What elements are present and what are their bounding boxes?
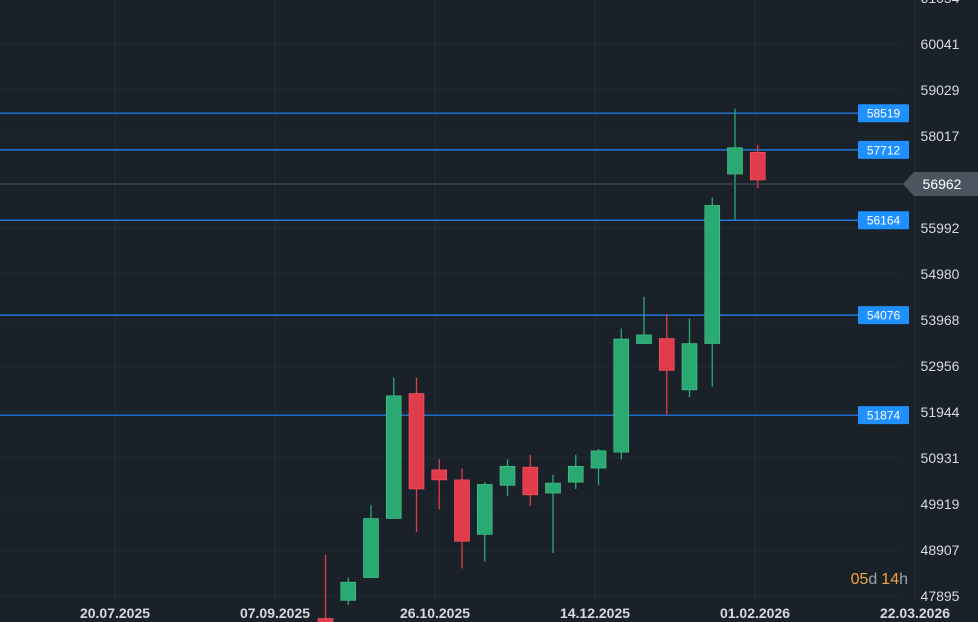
candle-up [704, 197, 721, 387]
candle-up [385, 377, 402, 519]
horizontal-levels: 58519 57712 56164 54076 51874 [0, 104, 909, 425]
candle-up [590, 448, 607, 486]
candle-body [681, 343, 698, 391]
candle-countdown: 05d 14h [851, 571, 908, 588]
y-tick-label: 47895 [921, 588, 960, 604]
x-axis: 20.07.2025 07.09.2025 26.10.2025 14.12.2025… [80, 605, 950, 621]
y-tick-label: 58017 [921, 128, 960, 144]
candle-body [522, 466, 539, 496]
candle-up [727, 108, 743, 220]
grid [0, 0, 916, 600]
candle-body [454, 479, 470, 542]
x-tick-label: 20.07.2025 [80, 605, 150, 621]
level-tag [858, 406, 909, 425]
y-tick-label: 54980 [921, 266, 960, 282]
x-tick-label: 01.02.2026 [720, 605, 790, 621]
candle-body [476, 484, 493, 535]
candle-up [613, 328, 630, 460]
candle-body [340, 581, 357, 601]
candle-down [408, 377, 425, 533]
candle-up [545, 474, 561, 554]
x-tick-label: 22.03.2026 [880, 605, 950, 621]
candle-up [363, 504, 379, 578]
y-tick-label: 60041 [921, 36, 960, 52]
countdown-hour-unit: h [899, 571, 908, 588]
candle-body [499, 465, 516, 486]
candle-down [454, 468, 470, 569]
x-tick-label: 14.12.2025 [560, 605, 630, 621]
candle-up [499, 459, 516, 496]
candle-down [431, 459, 448, 510]
candle-body [545, 482, 561, 494]
current-price-label: 56962 [923, 176, 962, 192]
level-tag-label: 58519 [867, 107, 901, 121]
countdown-hours: 14 [881, 571, 899, 588]
level-tag [858, 104, 909, 123]
level-tag-label: 57712 [867, 143, 901, 157]
y-tick-label: 53968 [921, 312, 960, 328]
candle-body [567, 465, 584, 483]
candle-up [476, 482, 493, 562]
y-tick-label: 48907 [921, 542, 960, 558]
candle-body [590, 450, 607, 469]
level-tag [858, 211, 909, 230]
y-tick-label: 49919 [921, 496, 960, 512]
y-tick-label: 61054 [921, 0, 960, 6]
candle-body [749, 151, 766, 181]
candle-body [385, 395, 402, 519]
x-tick-label: 07.09.2025 [240, 605, 310, 621]
candle-body [431, 469, 448, 481]
candle-body [408, 393, 425, 490]
candle-body [317, 618, 334, 622]
level-tag [858, 306, 909, 325]
candle-body [658, 338, 675, 371]
level-tag-label: 54076 [867, 309, 901, 323]
y-tick-label: 52956 [921, 358, 960, 374]
current-price-tag [903, 171, 978, 196]
candle-up [340, 577, 357, 605]
level-tag-label: 56164 [867, 214, 901, 228]
candle-body [704, 205, 721, 344]
countdown-days: 05 [851, 571, 869, 588]
level-tag-label: 51874 [867, 409, 901, 423]
candle-down [317, 554, 334, 622]
y-tick-label: 59029 [921, 82, 960, 98]
candle-up [681, 318, 698, 398]
current-price-marker: 56962 [0, 171, 978, 196]
y-tick-label: 51944 [921, 404, 960, 420]
candle-down [658, 314, 675, 415]
candle-up [636, 296, 652, 344]
y-tick-label: 50931 [921, 450, 960, 466]
candle-body [613, 338, 630, 453]
candle-up [567, 454, 584, 489]
countdown-day-unit: d [868, 571, 877, 588]
y-tick-label: 55992 [921, 220, 960, 236]
candle-down [749, 144, 766, 189]
candles [317, 108, 766, 622]
candle-body [727, 147, 743, 175]
x-tick-label: 26.10.2025 [400, 605, 470, 621]
level-tag [858, 140, 909, 159]
candle-down [522, 454, 539, 506]
candle-body [636, 334, 652, 344]
candle-body [363, 518, 379, 578]
